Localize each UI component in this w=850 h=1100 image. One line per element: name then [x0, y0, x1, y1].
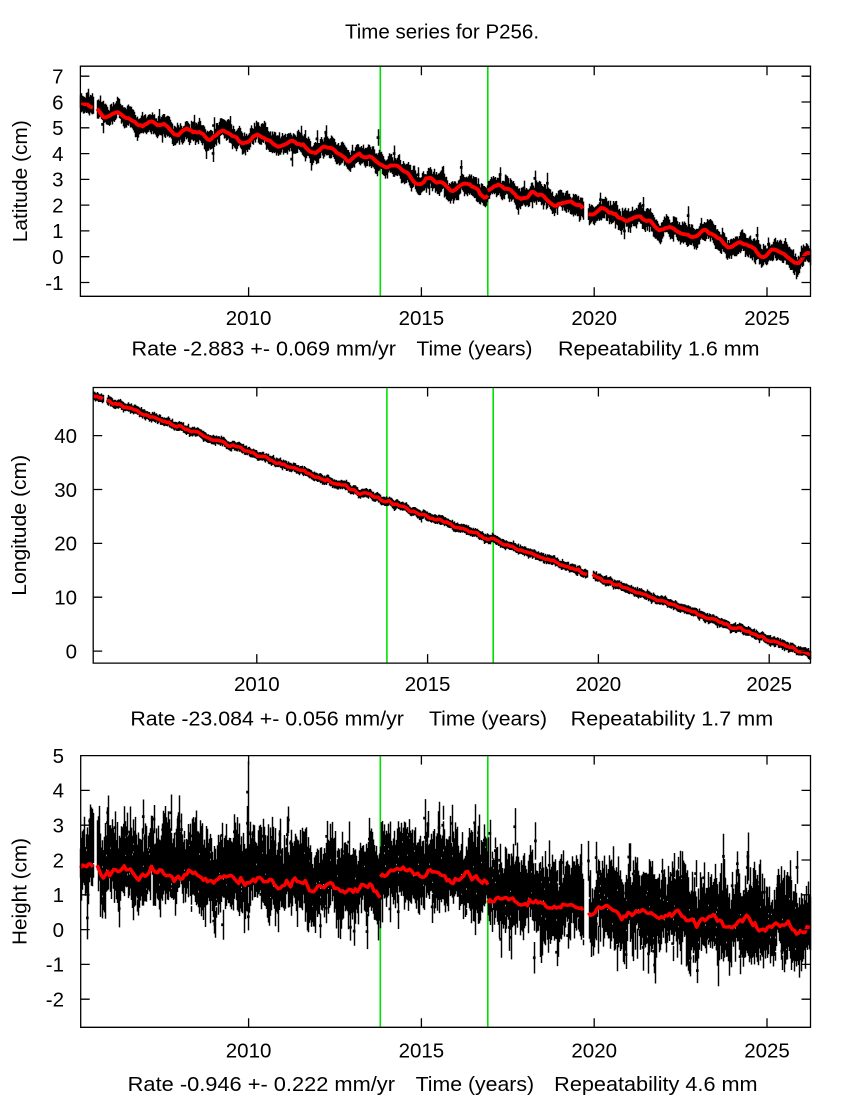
svg-text:0: 0	[66, 640, 77, 663]
svg-text:2: 2	[52, 194, 63, 217]
svg-text:Time series for P256.: Time series for P256.	[345, 21, 539, 44]
svg-text:30: 30	[54, 479, 77, 502]
svg-text:2025: 2025	[746, 673, 792, 696]
svg-text:10: 10	[54, 587, 77, 610]
svg-text:Longitude (cm): Longitude (cm)	[8, 455, 31, 596]
svg-text:2020: 2020	[571, 1040, 617, 1063]
svg-text:2025: 2025	[744, 307, 790, 330]
svg-text:2015: 2015	[405, 673, 451, 696]
svg-text:20: 20	[54, 533, 77, 556]
svg-text:1: 1	[53, 884, 64, 907]
svg-text:4: 4	[52, 143, 63, 166]
svg-text:Repeatability 1.7 mm: Repeatability 1.7 mm	[571, 708, 774, 731]
svg-text:2010: 2010	[226, 1040, 272, 1063]
svg-text:Time (years): Time (years)	[416, 1073, 535, 1096]
svg-text:-1: -1	[45, 272, 63, 295]
svg-text:Rate -2.883 +- 0.069 mm/yr: Rate -2.883 +- 0.069 mm/yr	[132, 338, 397, 361]
svg-text:Repeatability 1.6 mm: Repeatability 1.6 mm	[558, 338, 760, 361]
svg-text:Time (years): Time (years)	[429, 708, 547, 731]
svg-text:Time (years): Time (years)	[417, 338, 533, 361]
svg-text:7: 7	[52, 66, 63, 89]
svg-text:2020: 2020	[571, 307, 617, 330]
svg-text:0: 0	[52, 246, 63, 269]
svg-text:Latitude (cm): Latitude (cm)	[9, 120, 32, 242]
svg-text:-2: -2	[46, 989, 64, 1012]
svg-text:5: 5	[53, 745, 64, 768]
svg-text:3: 3	[53, 815, 64, 838]
svg-text:Rate -0.946 +- 0.222 mm/yr: Rate -0.946 +- 0.222 mm/yr	[128, 1073, 395, 1096]
svg-text:2015: 2015	[399, 307, 445, 330]
svg-text:2025: 2025	[744, 1040, 790, 1063]
svg-text:1: 1	[52, 220, 63, 243]
svg-text:Height (cm): Height (cm)	[9, 838, 32, 945]
svg-text:4: 4	[53, 780, 64, 803]
svg-text:2020: 2020	[576, 673, 622, 696]
svg-text:Repeatability 4.6 mm: Repeatability 4.6 mm	[554, 1073, 757, 1096]
svg-text:40: 40	[54, 425, 77, 448]
svg-text:2015: 2015	[399, 1040, 445, 1063]
svg-text:-1: -1	[46, 954, 64, 977]
svg-text:0: 0	[53, 919, 64, 942]
svg-text:3: 3	[52, 169, 63, 192]
svg-text:2010: 2010	[234, 673, 280, 696]
svg-text:6: 6	[52, 91, 63, 114]
svg-text:2010: 2010	[226, 307, 272, 330]
svg-text:5: 5	[52, 117, 63, 140]
svg-text:Rate -23.084 +- 0.056 mm/yr: Rate -23.084 +- 0.056 mm/yr	[130, 708, 404, 731]
svg-text:2: 2	[53, 849, 64, 872]
